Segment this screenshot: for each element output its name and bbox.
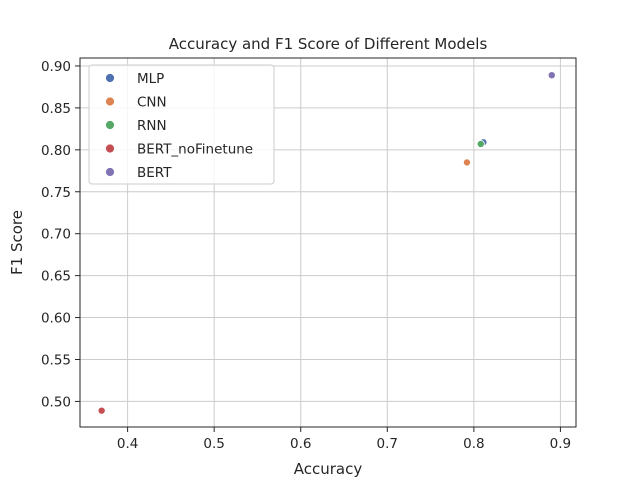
legend: MLP CNN RNN BERT_noFinetune BERT: [88, 64, 275, 185]
legend-marker: [105, 96, 115, 107]
data-point: [462, 158, 471, 167]
x-tick-label: 0.4: [117, 436, 138, 452]
x-tick-label: 0.5: [203, 436, 224, 452]
plot-area-frame: [79, 57, 577, 428]
legend-marker: [105, 73, 115, 83]
legend-frame: [88, 64, 275, 185]
legend-label: BERT_noFinetune: [137, 142, 253, 158]
y-tick-label: 0.65: [41, 269, 71, 285]
data-point: [97, 406, 106, 415]
y-tick-label: 0.70: [41, 227, 71, 243]
gridlines: [80, 58, 576, 427]
y-tick-label: 0.50: [41, 394, 71, 410]
y-tick-label: 0.80: [41, 143, 71, 159]
data-point: [476, 139, 485, 148]
legend-marker: [105, 167, 115, 177]
legend-label: BERT: [137, 165, 172, 181]
legend-label: MLP: [137, 71, 164, 87]
legend-label: CNN: [137, 95, 167, 111]
x-axis-ticks: 0.4 0.5 0.6 0.7 0.8 0.9: [117, 427, 571, 452]
y-axis-label: F1 Score: [8, 210, 26, 275]
legend-marker: [105, 120, 115, 130]
y-tick-label: 0.90: [41, 59, 71, 75]
chart-title: Accuracy and F1 Score of Different Model…: [169, 35, 488, 53]
legend-marker: [105, 143, 115, 154]
x-tick-label: 0.8: [463, 436, 484, 452]
data-point: [547, 71, 556, 80]
y-tick-label: 0.55: [41, 352, 71, 368]
y-tick-label: 0.75: [41, 185, 71, 201]
legend-label: RNN: [137, 118, 167, 134]
x-axis-label: Accuracy: [294, 460, 363, 478]
data-points: [97, 71, 556, 415]
x-tick-label: 0.9: [550, 436, 571, 452]
y-tick-label: 0.85: [41, 101, 71, 117]
x-tick-label: 0.6: [290, 436, 311, 452]
x-tick-label: 0.7: [377, 436, 398, 452]
y-tick-label: 0.60: [41, 311, 71, 327]
y-axis-ticks: 0.50 0.55 0.60 0.65 0.70 0.75 0.80 0.85 0.90: [41, 59, 80, 410]
